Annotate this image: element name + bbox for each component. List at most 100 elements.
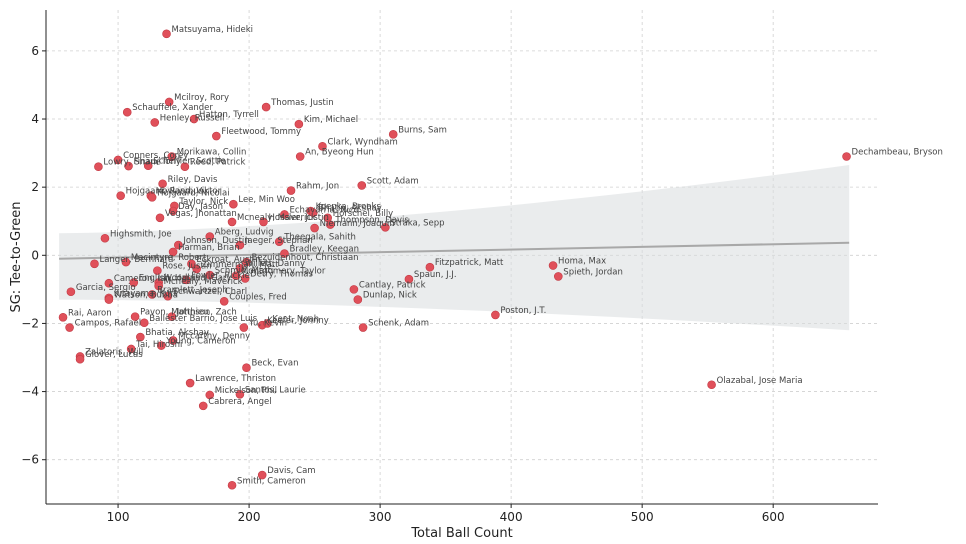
point-label: Ballester Barrio, Jose Luis <box>149 314 257 324</box>
point-label: Tai, Hiroshi <box>135 340 182 350</box>
x-tick-label: 600 <box>762 510 785 524</box>
point-labels-layer: Matsuyama, Hideki Mcilroy, RorySchauffele… <box>68 25 943 486</box>
point-label: Straka, Sepp <box>390 218 444 228</box>
point-label: Beck, Evan <box>251 359 298 369</box>
point-label: Pavon, Matthieu <box>140 308 209 318</box>
point-label: Scheffler, Scottie <box>153 157 226 167</box>
data-point <box>180 162 190 172</box>
point-label: Hovland, Viktor <box>156 187 222 197</box>
data-point <box>94 162 103 172</box>
data-point <box>116 191 125 200</box>
data-point <box>842 152 851 161</box>
data-point <box>381 223 390 232</box>
x-tick-label: 200 <box>238 510 261 524</box>
point-label: Rahm, Jon <box>296 182 339 192</box>
point-label: Keefer, Johnny <box>267 316 329 326</box>
point-label: Lee, Min Woo <box>238 195 295 205</box>
point-label: Zalatoris, Will <box>85 347 143 357</box>
data-point <box>90 259 99 269</box>
data-point <box>205 232 215 241</box>
point-label: Niemann, Joaquin <box>320 219 395 229</box>
y-tick-label: −6 <box>21 453 39 467</box>
data-point <box>235 389 245 399</box>
data-point <box>242 363 251 373</box>
point-label: Young, Cameron <box>165 337 235 347</box>
data-point <box>425 262 435 272</box>
data-point <box>150 118 160 127</box>
y-tick-label: −2 <box>21 316 39 330</box>
trend-layer <box>59 241 850 260</box>
data-point <box>198 401 208 411</box>
points-layer <box>58 29 851 490</box>
data-point <box>163 291 173 301</box>
data-point <box>286 186 296 195</box>
point-label: Fleetwood, Tommy <box>221 127 301 137</box>
y-tick-label: 6 <box>31 44 39 58</box>
point-label: Hossler, Justin <box>268 213 328 223</box>
point-label: Horschel, Billy <box>333 209 394 219</box>
data-point <box>491 310 500 320</box>
point-label: Eckroat, Austin <box>196 255 260 265</box>
y-tick-label: 4 <box>31 112 39 126</box>
point-label: Willett, Danny <box>245 259 305 269</box>
data-point <box>280 210 289 219</box>
point-label: Bhatia, Akshay <box>318 204 382 214</box>
data-point <box>274 237 284 246</box>
trend-line <box>59 241 850 260</box>
data-point <box>280 249 289 258</box>
point-label: Thompson, Davis <box>334 216 409 226</box>
point-label: Lowry, Shane <box>103 158 160 168</box>
point-label: Henley, Russell <box>160 113 225 123</box>
data-point <box>121 257 131 267</box>
data-point <box>65 323 74 332</box>
data-point <box>261 102 271 112</box>
x-tick-label: 300 <box>369 510 392 524</box>
data-point <box>164 97 174 107</box>
data-point <box>154 281 163 291</box>
x-tick-label: 400 <box>500 510 523 524</box>
data-point <box>153 266 162 275</box>
point-label: Kim, Michael <box>304 115 358 125</box>
data-point <box>192 264 201 274</box>
point-label: Mcnealy, Maverick <box>237 213 316 223</box>
point-label: Zimmerman, Matt <box>202 260 279 270</box>
data-point <box>168 247 178 257</box>
point-label: Langer, Bernhard <box>99 255 173 265</box>
data-point <box>229 199 238 209</box>
data-point <box>388 130 398 139</box>
point-label: Aberg, Ludvig <box>215 228 274 238</box>
x-tick-label: 100 <box>107 510 130 524</box>
data-point <box>104 295 114 304</box>
data-point <box>231 271 241 281</box>
point-label: Burns, Sam <box>398 125 447 135</box>
point-label: Macintyre, Robert <box>131 253 207 263</box>
point-label: Woodland, Gary <box>164 274 232 284</box>
point-label: Montgomery, Taylor <box>241 267 326 277</box>
data-point <box>168 206 178 216</box>
data-point <box>157 341 166 350</box>
point-label: Taylor, Nick <box>178 197 228 207</box>
point-label: Schwartzel, Charl <box>173 287 247 297</box>
data-point <box>242 257 251 267</box>
point-label: Matsuyama, Hideki <box>172 25 254 35</box>
point-label: Kent, Noah <box>272 314 319 324</box>
point-label: Jaeger, Stephan <box>244 236 313 246</box>
data-point <box>205 390 215 400</box>
data-point <box>129 278 139 287</box>
data-point <box>136 332 145 342</box>
y-tick-label: −4 <box>21 385 39 399</box>
point-label: Smith, Cameron <box>237 476 306 486</box>
point-label: Bezuidenhout, Christiaan <box>251 253 358 263</box>
data-point <box>167 312 177 321</box>
point-label: Fitzpatrick, Matt <box>435 258 504 268</box>
data-point <box>263 319 272 328</box>
data-point <box>240 274 250 283</box>
data-point <box>147 193 157 202</box>
data-point <box>205 270 215 280</box>
point-label: Highsmith, Joe <box>110 229 172 239</box>
point-label: Homa, Max <box>558 257 606 267</box>
data-point <box>155 213 165 223</box>
data-point <box>147 290 157 299</box>
data-point <box>168 336 178 345</box>
